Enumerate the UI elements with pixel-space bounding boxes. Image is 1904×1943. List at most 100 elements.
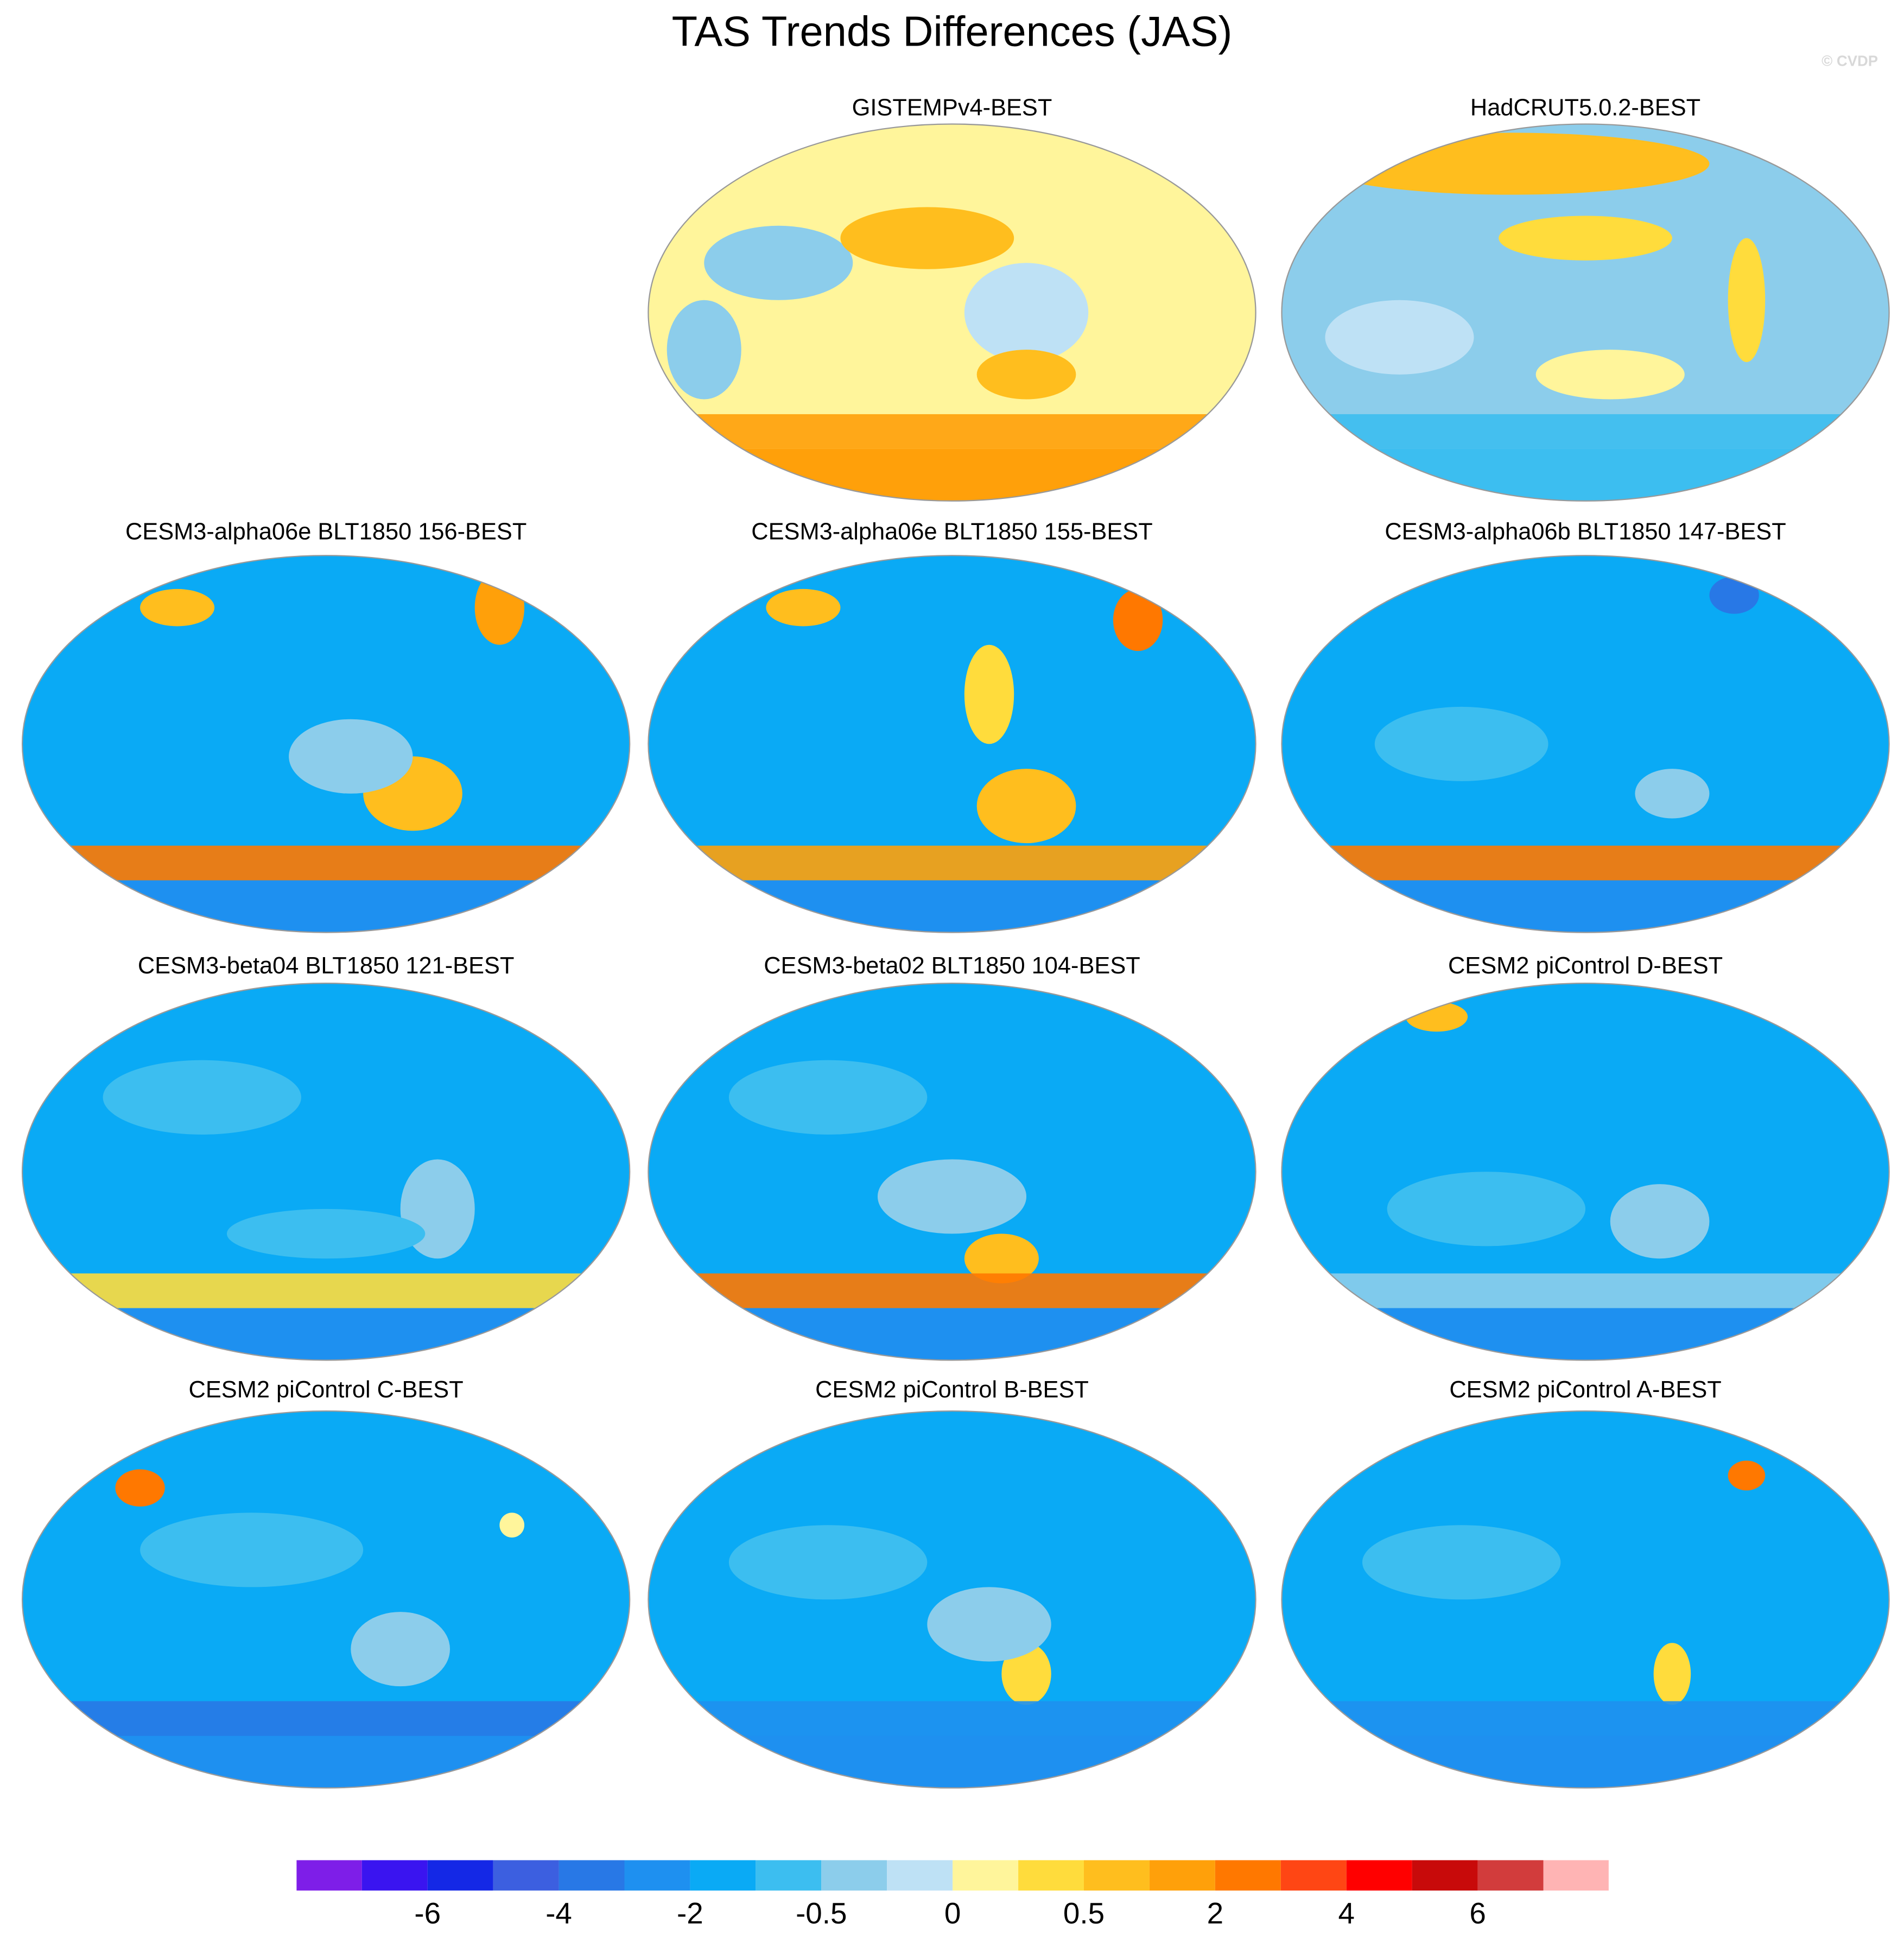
map bbox=[648, 555, 1256, 933]
map-outline bbox=[648, 983, 1256, 1361]
map-anomaly bbox=[1499, 216, 1672, 261]
map-anomaly bbox=[140, 588, 215, 626]
map-band bbox=[22, 1701, 630, 1736]
map-polar bbox=[22, 1308, 630, 1360]
map-outline bbox=[1281, 983, 1890, 1361]
panel-title: CESM2 piControl C-BEST bbox=[189, 1377, 464, 1403]
colorbar-box bbox=[624, 1859, 690, 1891]
map bbox=[1281, 1411, 1889, 1788]
colorbar-box bbox=[493, 1859, 559, 1891]
map-outline bbox=[1281, 123, 1890, 502]
colorbar-box bbox=[887, 1859, 953, 1891]
map-anomaly bbox=[115, 1469, 165, 1507]
colorbar-box bbox=[1477, 1859, 1544, 1891]
figure-title: TAS Trends Differences (JAS) bbox=[672, 9, 1233, 55]
map-band bbox=[1281, 845, 1889, 881]
map-band bbox=[1281, 1701, 1889, 1736]
panel-title: CESM3-beta02 BLT1850 104-BEST bbox=[764, 953, 1140, 979]
colorbar-box bbox=[690, 1859, 756, 1891]
map-polar bbox=[648, 1736, 1256, 1788]
map-band bbox=[648, 414, 1256, 449]
map-outline bbox=[21, 983, 631, 1361]
map bbox=[648, 124, 1256, 501]
map-anomaly bbox=[1374, 706, 1548, 781]
map-anomaly bbox=[140, 1512, 364, 1587]
map-band bbox=[648, 845, 1256, 881]
map-polar bbox=[22, 880, 630, 933]
map-anomaly bbox=[351, 1612, 450, 1687]
map-anomaly bbox=[964, 263, 1089, 362]
map bbox=[1281, 124, 1889, 501]
map-outline bbox=[21, 555, 631, 933]
map-anomaly bbox=[1113, 588, 1163, 651]
colorbar-box bbox=[1149, 1859, 1215, 1891]
panel-title: GISTEMPv4-BEST bbox=[852, 95, 1052, 121]
colorbar-box bbox=[756, 1859, 822, 1891]
map-anomaly bbox=[1610, 1184, 1710, 1259]
map-anomaly bbox=[976, 769, 1076, 844]
map-field bbox=[1281, 555, 1889, 933]
map-anomaly bbox=[1362, 1525, 1561, 1600]
watermark: © CVDP bbox=[1822, 53, 1878, 69]
map-field bbox=[22, 1411, 630, 1788]
colorbar-box bbox=[1412, 1859, 1478, 1891]
map-polar bbox=[1281, 1308, 1889, 1360]
map-polar bbox=[1281, 1736, 1889, 1788]
colorbar-box bbox=[953, 1859, 1019, 1891]
map-anomaly bbox=[1325, 300, 1474, 375]
map-polar bbox=[648, 448, 1256, 501]
colorbar-box bbox=[1543, 1859, 1609, 1891]
map-anomaly bbox=[1728, 238, 1766, 362]
map-anomaly bbox=[1001, 1643, 1051, 1705]
panel-title: CESM3-alpha06e BLT1850 156-BEST bbox=[125, 519, 526, 545]
map-anomaly bbox=[728, 1525, 928, 1600]
map-anomaly bbox=[1709, 577, 1759, 614]
map-band bbox=[648, 1701, 1256, 1736]
map-polar bbox=[1281, 448, 1889, 501]
colorbar-label: -6 bbox=[414, 1896, 441, 1930]
map-anomaly bbox=[1535, 350, 1685, 400]
map-outline bbox=[1281, 555, 1890, 933]
map bbox=[22, 555, 630, 933]
map-anomaly bbox=[1312, 132, 1710, 195]
map-anomaly bbox=[1728, 1460, 1766, 1491]
map-field bbox=[648, 124, 1256, 501]
map-anomaly bbox=[1635, 769, 1710, 819]
map-anomaly bbox=[474, 570, 525, 645]
colorbar-frame bbox=[296, 1859, 1610, 1891]
map-anomaly bbox=[927, 1587, 1051, 1662]
map bbox=[1281, 983, 1889, 1360]
colorbar-label: 4 bbox=[1338, 1896, 1354, 1930]
map bbox=[22, 983, 630, 1360]
map-anomaly bbox=[964, 644, 1014, 744]
colorbar-box bbox=[427, 1859, 493, 1891]
map-band bbox=[1281, 1273, 1889, 1308]
map bbox=[22, 1411, 630, 1788]
map-anomaly bbox=[704, 225, 853, 300]
map-band bbox=[22, 845, 630, 881]
map-anomaly bbox=[289, 719, 413, 794]
map-outline bbox=[21, 1410, 631, 1789]
map-anomaly bbox=[964, 1233, 1039, 1283]
colorbar-box bbox=[1280, 1859, 1347, 1891]
map-anomaly bbox=[103, 1060, 301, 1135]
map-anomaly bbox=[728, 1060, 928, 1135]
map-anomaly bbox=[877, 1159, 1027, 1234]
map-outline bbox=[648, 1410, 1256, 1789]
map-band bbox=[648, 1273, 1256, 1308]
colorbar-box bbox=[1084, 1859, 1150, 1891]
map-field bbox=[1281, 1411, 1889, 1788]
map-outline bbox=[648, 555, 1256, 933]
map-polar bbox=[648, 880, 1256, 933]
panel-title: CESM2 piControl A-BEST bbox=[1449, 1377, 1721, 1403]
colorbar-label: 0.5 bbox=[1063, 1896, 1105, 1930]
map-field bbox=[648, 555, 1256, 933]
panel-title: CESM3-alpha06b BLT1850 147-BEST bbox=[1385, 519, 1786, 545]
colorbar-label: 6 bbox=[1469, 1896, 1486, 1930]
panel-title: CESM2 piControl B-BEST bbox=[815, 1377, 1089, 1403]
map bbox=[648, 983, 1256, 1360]
map-polar bbox=[648, 1308, 1256, 1360]
map-anomaly bbox=[667, 300, 741, 400]
colorbar-label: -0.5 bbox=[796, 1896, 847, 1930]
